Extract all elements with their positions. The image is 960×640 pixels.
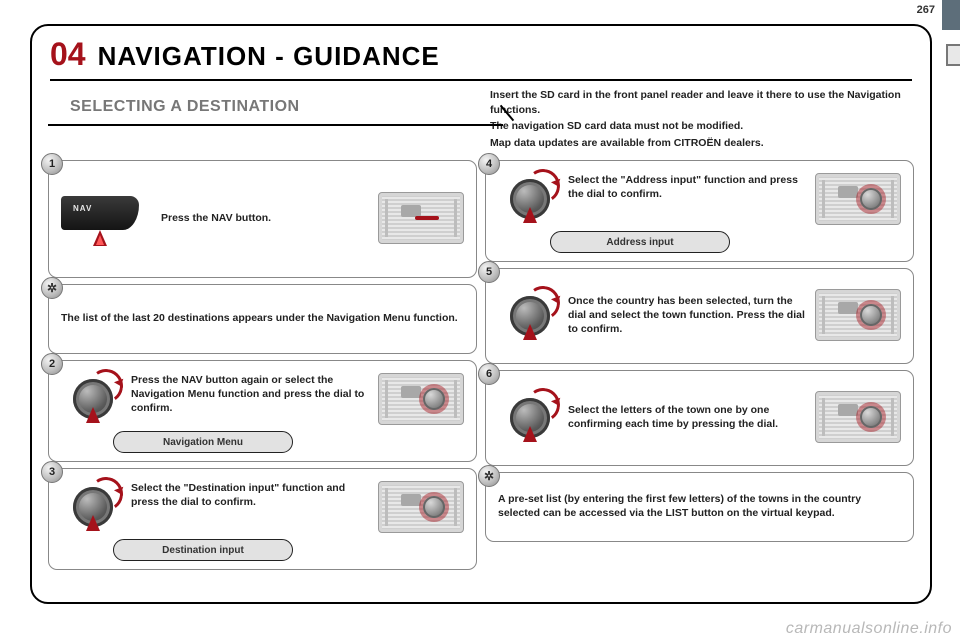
radio-panel-icon	[378, 481, 464, 533]
section-number: 04	[50, 36, 86, 73]
step-6: 6 Select the letters of the town one by …	[485, 370, 914, 466]
step-badge-1: 1	[41, 153, 63, 175]
tip-badge	[478, 465, 500, 487]
nav-button-icon: NAV	[61, 196, 151, 240]
radio-panel-icon	[815, 391, 901, 443]
step-3-text: Select the "Destination input" function …	[131, 481, 368, 509]
dial-control-icon	[498, 173, 558, 223]
step-5-text: Once the country has been selected, turn…	[568, 294, 805, 337]
header: 04 NAVIGATION - GUIDANCE	[50, 36, 912, 81]
nav-button-label: NAV	[73, 204, 92, 213]
side-tab-secondary	[946, 44, 960, 66]
step-4-text: Select the "Address input" function and …	[568, 173, 805, 201]
dial-control-icon	[61, 481, 121, 531]
radio-panel-icon	[815, 173, 901, 225]
step-4: 4 Select the "Address input" function an…	[485, 160, 914, 262]
step-4-pill: Address input	[550, 231, 730, 253]
step-5: 5 Once the country has been selected, tu…	[485, 268, 914, 364]
radio-panel-icon	[815, 289, 901, 341]
step-badge-2: 2	[41, 353, 63, 375]
radio-panel-icon	[378, 373, 464, 425]
step-badge-5: 5	[478, 261, 500, 283]
left-column: 1 NAV Press the NAV button. The list of …	[48, 160, 477, 590]
subtitle: SELECTING A DESTINATION	[70, 88, 470, 116]
tip-a: The list of the last 20 destinations app…	[48, 284, 477, 354]
tip-a-text: The list of the last 20 destinations app…	[61, 311, 464, 325]
subtitle-underline	[48, 124, 503, 126]
radio-panel-icon	[378, 192, 464, 244]
step-1: 1 NAV Press the NAV button.	[48, 160, 477, 278]
intro-line-2: The navigation SD card data must not be …	[490, 119, 918, 134]
step-2-pill: Navigation Menu	[113, 431, 293, 453]
tip-b: A pre-set list (by entering the first fe…	[485, 472, 914, 542]
subtitle-row: SELECTING A DESTINATION Insert the SD ca…	[70, 88, 918, 153]
right-column: 4 Select the "Address input" function an…	[485, 160, 914, 590]
step-1-text: Press the NAV button.	[161, 211, 368, 225]
step-badge-3: 3	[41, 461, 63, 483]
step-6-text: Select the letters of the town one by on…	[568, 403, 805, 431]
dial-control-icon	[61, 373, 121, 423]
step-3-pill: Destination input	[113, 539, 293, 561]
step-badge-6: 6	[478, 363, 500, 385]
columns: 1 NAV Press the NAV button. The list of …	[48, 160, 914, 590]
step-3: 3 Select the "Destination input" functio…	[48, 468, 477, 570]
section-title: NAVIGATION - GUIDANCE	[98, 41, 440, 72]
tip-badge	[41, 277, 63, 299]
page-number: 267	[917, 4, 935, 16]
step-2: 2 Press the NAV button again or select t…	[48, 360, 477, 462]
intro-line-1: Insert the SD card in the front panel re…	[490, 88, 918, 117]
step-badge-4: 4	[478, 153, 500, 175]
page-frame: 04 NAVIGATION - GUIDANCE SELECTING A DES…	[30, 24, 932, 604]
dial-control-icon	[498, 290, 558, 340]
intro-text: Insert the SD card in the front panel re…	[490, 88, 918, 153]
dial-control-icon	[498, 392, 558, 442]
tip-b-text: A pre-set list (by entering the first fe…	[498, 492, 901, 520]
side-tab	[942, 0, 960, 30]
watermark: carmanualsonline.info	[786, 620, 952, 638]
subtitle-text: SELECTING A DESTINATION	[70, 98, 300, 115]
step-2-text: Press the NAV button again or select the…	[131, 373, 368, 416]
intro-line-3: Map data updates are available from CITR…	[490, 136, 918, 151]
